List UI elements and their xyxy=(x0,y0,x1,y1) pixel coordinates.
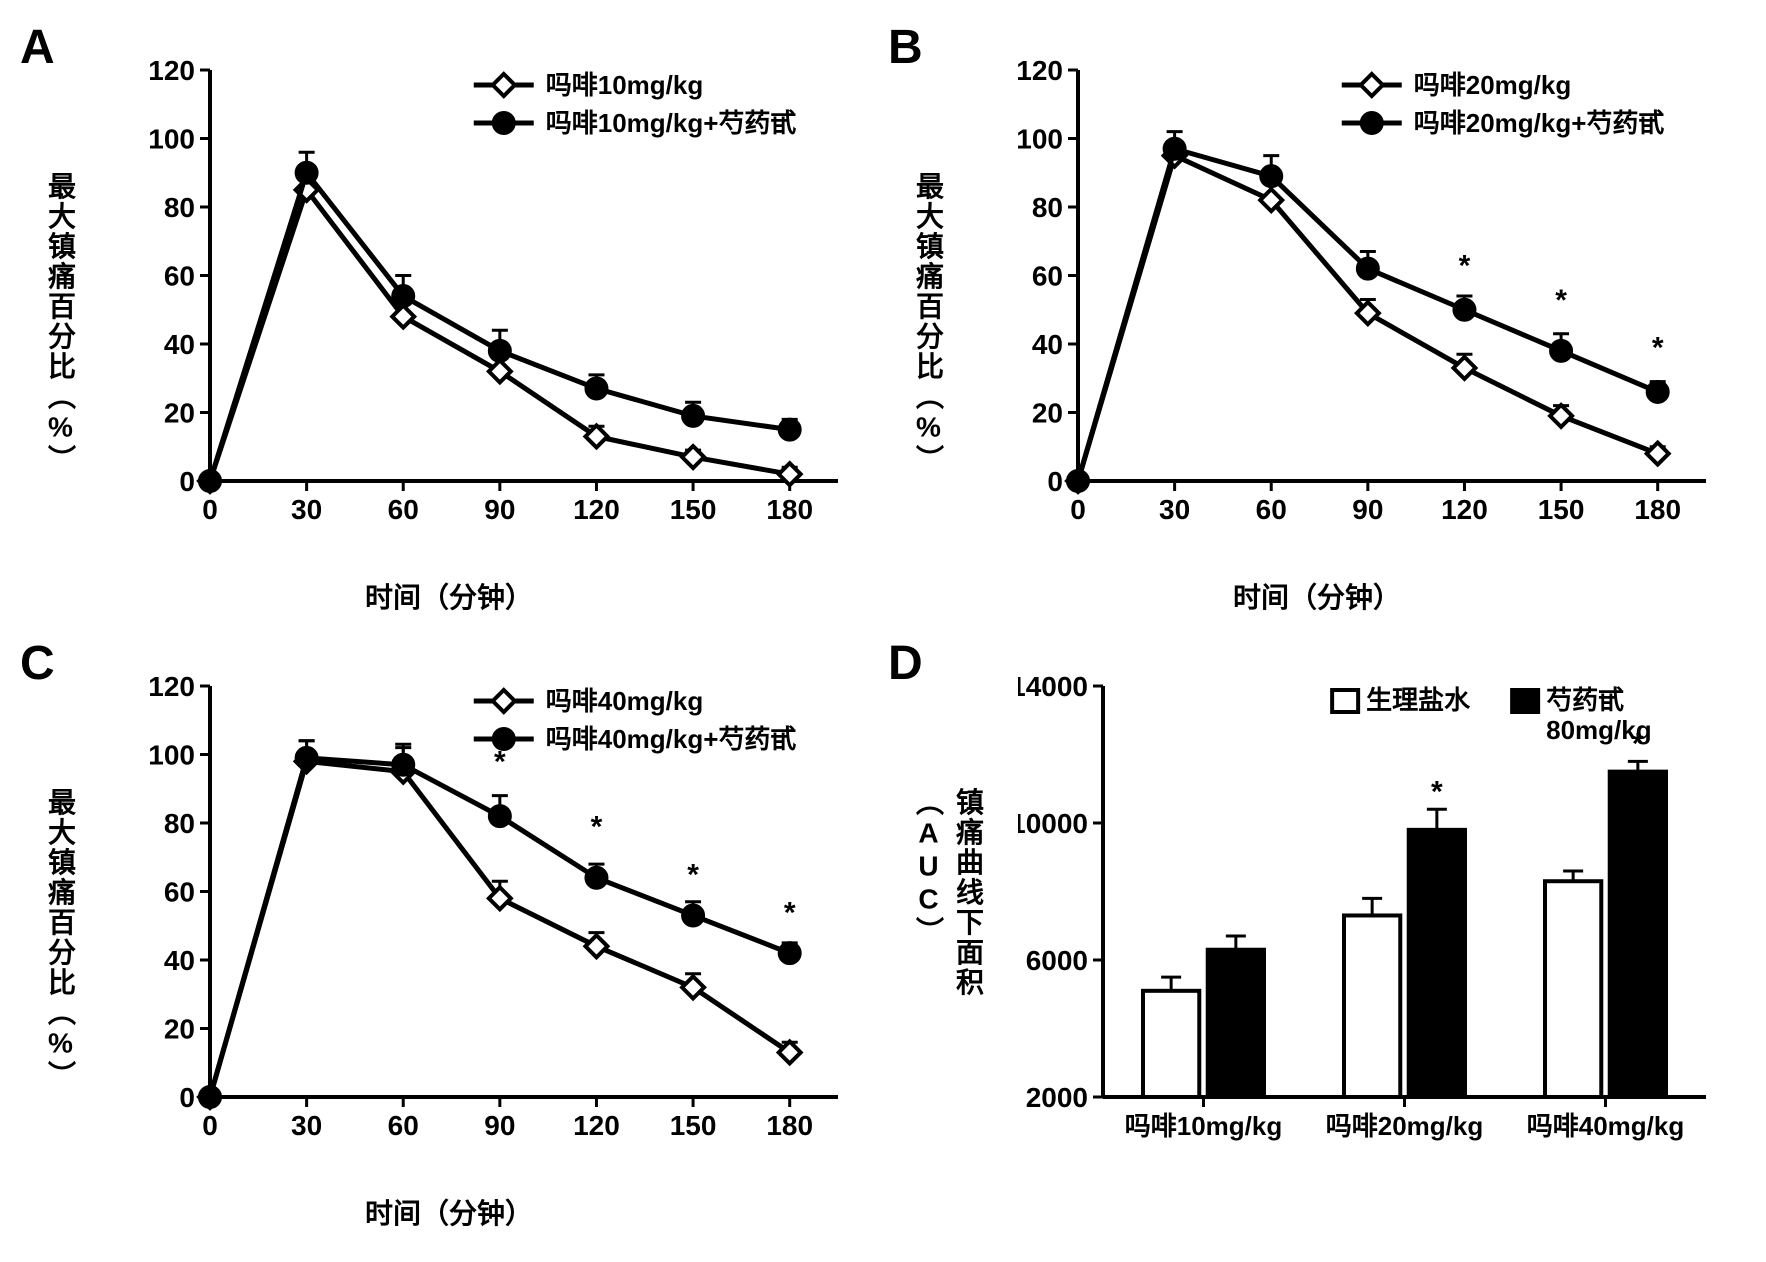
svg-text:80: 80 xyxy=(164,808,195,839)
svg-text:120: 120 xyxy=(150,60,195,86)
svg-text:10000: 10000 xyxy=(1018,808,1088,839)
svg-text:40: 40 xyxy=(164,329,195,360)
svg-text:吗啡10mg/kg+芍药甙: 吗啡10mg/kg+芍药甙 xyxy=(546,108,797,138)
svg-text:100: 100 xyxy=(150,740,195,771)
svg-text:40: 40 xyxy=(164,945,195,976)
svg-text:2000: 2000 xyxy=(1026,1082,1088,1113)
svg-text:30: 30 xyxy=(291,494,322,525)
panel-b-label: B xyxy=(888,20,923,75)
svg-text:30: 30 xyxy=(1159,494,1190,525)
svg-text:吗啡40mg/kg+芍药甙: 吗啡40mg/kg+芍药甙 xyxy=(546,724,797,754)
svg-text:*: * xyxy=(1459,250,1471,283)
svg-text:吗啡20mg/kg+芍药甙: 吗啡20mg/kg+芍药甙 xyxy=(1414,108,1665,138)
svg-text:20: 20 xyxy=(164,398,195,429)
svg-text:150: 150 xyxy=(670,1110,717,1141)
svg-text:芍药甙: 芍药甙 xyxy=(1546,685,1624,715)
panel-d-ylabel: 镇痛曲线下面积（AUC） xyxy=(908,788,988,1091)
panel-a-xlabel: 时间（分钟） xyxy=(365,576,533,616)
svg-text:120: 120 xyxy=(1441,494,1488,525)
svg-text:60: 60 xyxy=(1256,494,1287,525)
svg-text:0: 0 xyxy=(1070,494,1086,525)
svg-text:120: 120 xyxy=(1018,60,1063,86)
panel-d-chart: 200060001000014000**吗啡10mg/kg吗啡20mg/kg吗啡… xyxy=(1018,676,1716,1152)
svg-text:0: 0 xyxy=(202,1110,218,1141)
svg-text:0: 0 xyxy=(179,1082,195,1113)
panel-c-xlabel: 时间（分钟） xyxy=(365,1192,533,1232)
svg-text:60: 60 xyxy=(388,1110,419,1141)
svg-text:60: 60 xyxy=(1032,261,1063,292)
svg-text:90: 90 xyxy=(1352,494,1383,525)
svg-text:0: 0 xyxy=(1047,466,1063,497)
svg-text:150: 150 xyxy=(1538,494,1585,525)
panel-c-chart: 0204060801001200306090120150180****吗啡40m… xyxy=(150,676,848,1152)
svg-text:0: 0 xyxy=(179,466,195,497)
panel-d-label: D xyxy=(888,636,923,691)
svg-text:90: 90 xyxy=(484,494,515,525)
panel-b-xlabel: 时间（分钟） xyxy=(1233,576,1401,616)
svg-text:180: 180 xyxy=(766,1110,813,1141)
svg-text:*: * xyxy=(687,859,699,892)
svg-text:40: 40 xyxy=(1032,329,1063,360)
svg-text:吗啡40mg/kg: 吗啡40mg/kg xyxy=(1527,1111,1685,1141)
svg-text:60: 60 xyxy=(388,494,419,525)
svg-text:30: 30 xyxy=(291,1110,322,1141)
panel-d: D 镇痛曲线下面积（AUC） 200060001000014000**吗啡10m… xyxy=(888,636,1746,1242)
svg-text:80: 80 xyxy=(1032,192,1063,223)
panel-b: B 最大镇痛百分比（%） 时间（分钟） 0 20 40 60 80 100 120 0 30 60… xyxy=(888,20,1746,626)
panel-c-svg: 0204060801001200306090120150180****吗啡40m… xyxy=(150,676,848,1152)
svg-text:吗啡20mg/kg: 吗啡20mg/kg xyxy=(1414,70,1572,100)
panel-b-svg: 0 20 40 60 80 100 120 0 30 60 90 120 150 180 * * * 吗啡20mg… xyxy=(1018,60,1716,536)
svg-text:*: * xyxy=(784,896,796,929)
panel-d-svg: 200060001000014000**吗啡10mg/kg吗啡20mg/kg吗啡… xyxy=(1018,676,1716,1152)
svg-text:180: 180 xyxy=(1634,494,1681,525)
svg-text:90: 90 xyxy=(484,1110,515,1141)
panel-c: C 最大镇痛百分比（%） 时间（分钟） 0 20 40 60 80 100 120 0 30 60… xyxy=(20,636,878,1242)
panel-c-label: C xyxy=(20,636,55,691)
svg-text:120: 120 xyxy=(573,1110,620,1141)
svg-text:生理盐水: 生理盐水 xyxy=(1366,685,1471,715)
svg-text:吗啡10mg/kg: 吗啡10mg/kg xyxy=(1125,1111,1283,1141)
svg-text:14000: 14000 xyxy=(1018,676,1088,702)
panel-a-chart: 0 20 40 60 80 100 120 0 30 60 90 120 150 180 吗啡10mg/kg… xyxy=(150,60,848,536)
svg-text:*: * xyxy=(1431,775,1443,808)
svg-text:吗啡20mg/kg: 吗啡20mg/kg xyxy=(1326,1111,1484,1141)
svg-text:120: 120 xyxy=(150,676,195,702)
svg-text:0: 0 xyxy=(202,494,218,525)
figure-grid: A 最大镇痛百分比（%） 时间（分钟） 0 20 40 60 80 100 120 0 30 60… xyxy=(20,20,1746,1242)
svg-text:100: 100 xyxy=(150,124,195,155)
panel-a-ylabel: 最大镇痛百分比（%） xyxy=(40,172,80,475)
panel-b-chart: 0 20 40 60 80 100 120 0 30 60 90 120 150 180 * * * 吗啡20mg… xyxy=(1018,60,1716,536)
svg-text:100: 100 xyxy=(1018,124,1063,155)
svg-text:120: 120 xyxy=(573,494,620,525)
svg-text:60: 60 xyxy=(164,261,195,292)
svg-text:180: 180 xyxy=(766,494,813,525)
svg-text:20: 20 xyxy=(164,1014,195,1045)
svg-text:吗啡10mg/kg: 吗啡10mg/kg xyxy=(546,70,704,100)
panel-a-label: A xyxy=(20,20,55,75)
svg-text:80: 80 xyxy=(164,192,195,223)
svg-text:80mg/kg: 80mg/kg xyxy=(1546,715,1652,745)
svg-text:60: 60 xyxy=(164,877,195,908)
panel-a: A 最大镇痛百分比（%） 时间（分钟） 0 20 40 60 80 100 120 0 30 60… xyxy=(20,20,878,626)
svg-text:*: * xyxy=(591,811,603,844)
svg-text:*: * xyxy=(1652,332,1664,365)
svg-text:20: 20 xyxy=(1032,398,1063,429)
panel-c-ylabel: 最大镇痛百分比（%） xyxy=(40,788,80,1091)
panel-b-ylabel: 最大镇痛百分比（%） xyxy=(908,172,948,475)
svg-text:6000: 6000 xyxy=(1026,945,1088,976)
svg-text:吗啡40mg/kg: 吗啡40mg/kg xyxy=(546,686,704,716)
svg-text:*: * xyxy=(1555,284,1567,317)
panel-a-svg: 0 20 40 60 80 100 120 0 30 60 90 120 150 180 吗啡10mg/kg… xyxy=(150,60,848,536)
svg-text:150: 150 xyxy=(670,494,717,525)
